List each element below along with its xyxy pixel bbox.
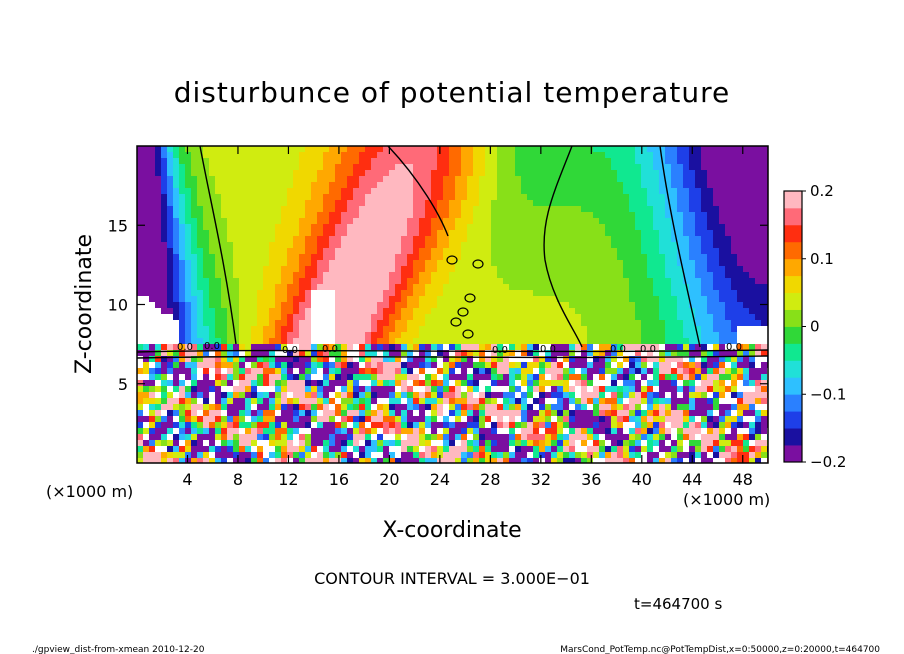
colorbar: 0.2 0.1 0 −0.1 −0.2 (783, 182, 846, 471)
x-tick-label: 20 (379, 470, 399, 489)
contour-label: 0.0 (726, 342, 742, 353)
contour-label: 0.0 (610, 344, 626, 355)
colorbar-swatch (784, 411, 802, 429)
contour-label: 0.0 (282, 345, 298, 356)
x-tick-label: 44 (682, 470, 702, 489)
colorbar-swatch (784, 377, 802, 395)
colorbar-swatch (784, 394, 802, 412)
contour-label: 0.0 (204, 341, 220, 352)
colorbar-tick-label: 0.1 (810, 250, 834, 268)
x-tick-label: 32 (531, 470, 551, 489)
x-tick-label: 16 (329, 470, 349, 489)
colorbar-swatch (784, 309, 802, 327)
colorbar-swatch (784, 207, 802, 226)
contour-label: 0.0 (640, 344, 656, 355)
y-axis-label: Z-coordinate (72, 234, 97, 374)
x-tick-label: 8 (233, 470, 243, 489)
colorbar-swatch (784, 191, 802, 209)
contour-label: 0.0 (322, 344, 338, 355)
y-tick-label: 5 (118, 375, 128, 394)
x-tick-label: 40 (632, 470, 652, 489)
contour-label: 0.0 (492, 345, 508, 356)
x-axis: 4 8 12 16 20 24 28 32 36 40 44 48 (182, 146, 753, 489)
x-tick-label: 4 (182, 470, 192, 489)
colorbar-swatch (784, 445, 802, 463)
chart-title: disturbunce of potential temperature (174, 76, 731, 109)
colorbar-swatch (784, 326, 802, 344)
colorbar-swatch (784, 258, 802, 277)
colorbar-tick-label: −0.2 (810, 453, 846, 471)
y-tick-label: 15 (108, 216, 128, 235)
x-tick-label: 36 (581, 470, 601, 489)
colorbar-swatch (784, 343, 802, 361)
colorbar-tick-label: 0 (810, 318, 820, 336)
x-unit-left: (×1000 m) (46, 482, 133, 501)
colorbar-swatch (784, 360, 802, 378)
footer-left: ./gpview_dist-from-xmean 2010-12-20 (32, 645, 205, 654)
colorbar-swatch (784, 224, 802, 243)
colorbar-swatch (784, 241, 802, 260)
plot-area: 0.0 0.0 0.0 0.0 0.0 0.0 0.0 0.0 0.0 (137, 146, 768, 463)
contour-interval-text: CONTOUR INTERVAL = 3.000E−01 (314, 569, 590, 588)
y-tick-label: 10 (108, 296, 128, 315)
x-tick-label: 48 (733, 470, 753, 489)
colorbar-tick-label: 0.2 (810, 182, 834, 200)
x-unit-right: (×1000 m) (683, 490, 770, 509)
contour-lines: 0.0 0.0 0.0 0.0 0.0 0.0 0.0 0.0 0.0 (137, 146, 768, 359)
x-tick-label: 12 (278, 470, 298, 489)
contour-label: 0.0 (177, 342, 193, 353)
x-tick-label: 28 (480, 470, 500, 489)
y-axis: 5 10 15 (108, 216, 768, 394)
footer-right: MarsCond_PotTemp.nc@PotTempDist,x=0:5000… (560, 645, 880, 654)
contour-label: 0.0 (540, 344, 556, 355)
heatmap-field (137, 146, 768, 463)
colorbar-swatch (784, 428, 802, 446)
colorbar-swatch (784, 275, 802, 294)
x-axis-label: X-coordinate (382, 518, 521, 543)
colorbar-tick-label: −0.1 (810, 385, 846, 403)
x-tick-label: 24 (430, 470, 450, 489)
time-label: t=464700 s (634, 595, 722, 613)
colorbar-swatch (784, 292, 802, 310)
